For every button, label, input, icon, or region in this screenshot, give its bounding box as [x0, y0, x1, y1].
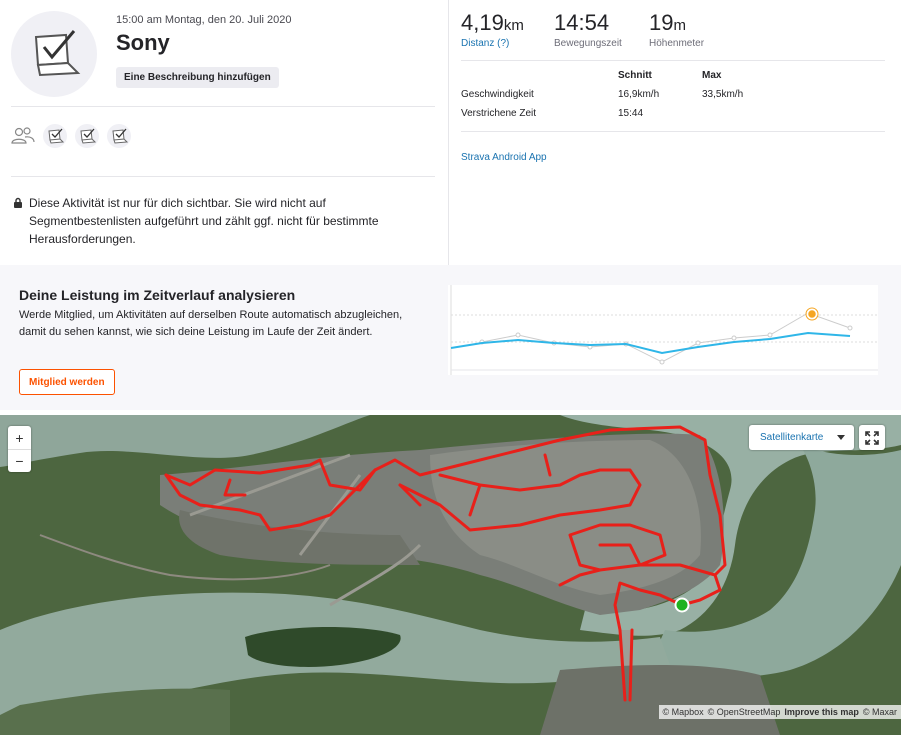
device-check-icon[interactable]: [75, 124, 99, 148]
moving-time-value: 14:54: [554, 10, 610, 35]
activity-map[interactable]: + − Satellitenkarte © Mapbox © OpenStree…: [0, 415, 901, 735]
distance-unit: km: [503, 17, 524, 34]
divider: [11, 106, 435, 107]
zoom-out-button[interactable]: −: [8, 449, 31, 472]
details-table: Schnitt Max Geschwindigkeit 16,9km/h 33,…: [461, 70, 885, 127]
divider: [461, 60, 885, 61]
attribution-maxar[interactable]: © Maxar: [862, 707, 897, 717]
join-button[interactable]: Mitglied werden: [19, 369, 115, 395]
table-row: Verstrichene Zeit 15:44: [461, 108, 885, 127]
moving-time-label: Bewegungszeit: [554, 38, 622, 49]
privacy-text: Diese Aktivität ist nur für dich sichtba…: [29, 196, 379, 246]
performance-text: Werde Mitglied, um Aktivitäten auf derse…: [19, 309, 403, 338]
table-header: Schnitt Max: [461, 70, 885, 89]
table-cell: Geschwindigkeit: [461, 89, 534, 100]
privacy-notice: Diese Aktivität ist nur für dich sichtba…: [13, 194, 413, 248]
table-cell: Verstrichene Zeit: [461, 108, 537, 119]
lock-icon: [14, 197, 22, 208]
caret-down-icon: [837, 435, 845, 440]
performance-upsell: Deine Leistung im Zeitverlauf analysiere…: [0, 265, 901, 410]
zoom-in-button[interactable]: +: [15, 429, 24, 446]
stat-elevation: 19m Höhenmeter: [649, 10, 704, 49]
attribution-osm[interactable]: © OpenStreetMap: [707, 707, 781, 717]
improve-map-link[interactable]: Improve this map: [784, 707, 859, 717]
athletes-icon[interactable]: [11, 126, 35, 146]
device-check-icon[interactable]: [107, 124, 131, 148]
fullscreen-button[interactable]: [859, 425, 885, 450]
activity-tags-row: [11, 124, 131, 148]
divider: [461, 131, 885, 132]
table-cell: 33,5km/h: [702, 89, 744, 100]
add-description-button[interactable]: Eine Beschreibung hinzufügen: [116, 67, 279, 88]
attribution-mapbox[interactable]: © Mapbox: [662, 707, 704, 717]
activity-header: 15:00 am Montag, den 20. Juli 2020 Sony …: [0, 0, 901, 265]
map-style-label: Satellitenkarte: [760, 432, 824, 443]
activity-summary: 15:00 am Montag, den 20. Juli 2020 Sony …: [0, 0, 449, 265]
activity-avatar: [11, 11, 97, 97]
performance-title: Deine Leistung im Zeitverlauf analysiere…: [19, 287, 296, 303]
performance-chart-preview: [448, 285, 878, 375]
elevation-value: 19: [649, 10, 674, 35]
table-header-cell: Schnitt: [618, 70, 652, 81]
table-cell: 15:44: [618, 108, 644, 119]
laptop-check-icon: [34, 30, 81, 77]
elevation-unit: m: [673, 17, 686, 34]
table-row: Geschwindigkeit 16,9km/h 33,5km/h: [461, 89, 885, 108]
table-header-cell: Max: [702, 70, 722, 81]
fullscreen-icon: [865, 430, 879, 445]
map-attribution: © Mapbox © OpenStreetMap Improve this ma…: [658, 705, 901, 719]
elevation-label: Höhenmeter: [649, 38, 705, 49]
stat-moving-time: 14:54 Bewegungszeit: [554, 10, 622, 49]
device-app-link[interactable]: Strava Android App: [461, 152, 547, 163]
map-style-dropdown[interactable]: Satellitenkarte: [749, 425, 854, 450]
activity-datetime: 15:00 am Montag, den 20. Juli 2020: [116, 14, 292, 26]
activity-title: Sony: [116, 30, 170, 55]
activity-stats: 4,19km Distanz (?) 14:54 Bewegungszeit 1…: [461, 0, 891, 265]
zoom-control: + −: [8, 426, 31, 472]
table-cell: 16,9km/h: [618, 89, 660, 100]
divider: [11, 176, 435, 177]
distance-value: 4,19: [461, 10, 504, 35]
distance-label[interactable]: Distanz (?): [461, 38, 510, 49]
device-check-icon[interactable]: [43, 124, 67, 148]
stat-distance: 4,19km Distanz (?): [461, 10, 524, 49]
